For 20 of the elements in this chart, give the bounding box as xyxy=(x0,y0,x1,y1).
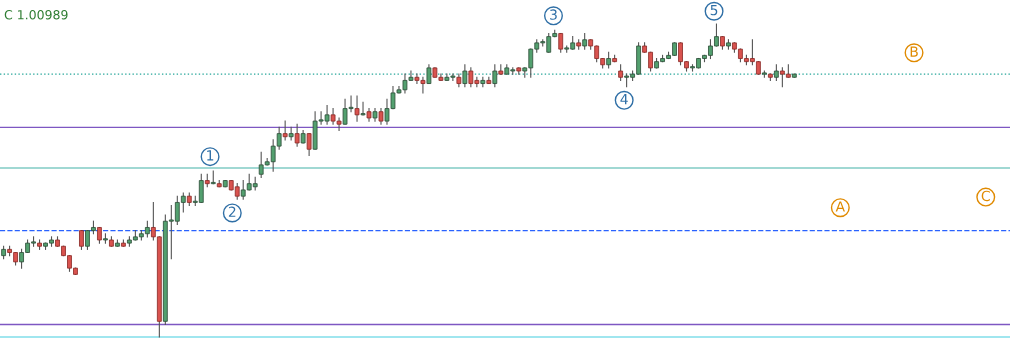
text: A xyxy=(835,201,845,212)
annotation: 4 xyxy=(620,94,628,105)
candlestick xyxy=(306,133,312,157)
candlestick xyxy=(288,126,294,141)
text: B xyxy=(910,46,918,57)
candlestick xyxy=(354,95,360,122)
candlestick xyxy=(426,64,432,85)
annotation: 1 xyxy=(207,150,214,161)
text: 5 xyxy=(710,4,718,16)
annotation: 2 xyxy=(228,206,236,217)
text: C xyxy=(981,190,990,202)
candlestick xyxy=(558,32,564,53)
text: C 1.00989 xyxy=(4,10,68,20)
text: 3 xyxy=(550,9,557,20)
candlestick xyxy=(462,64,468,88)
candlestick xyxy=(360,101,366,116)
candlestick xyxy=(492,64,498,88)
candlestick xyxy=(282,120,288,141)
candlestick xyxy=(79,230,84,250)
candlestick xyxy=(294,123,300,147)
